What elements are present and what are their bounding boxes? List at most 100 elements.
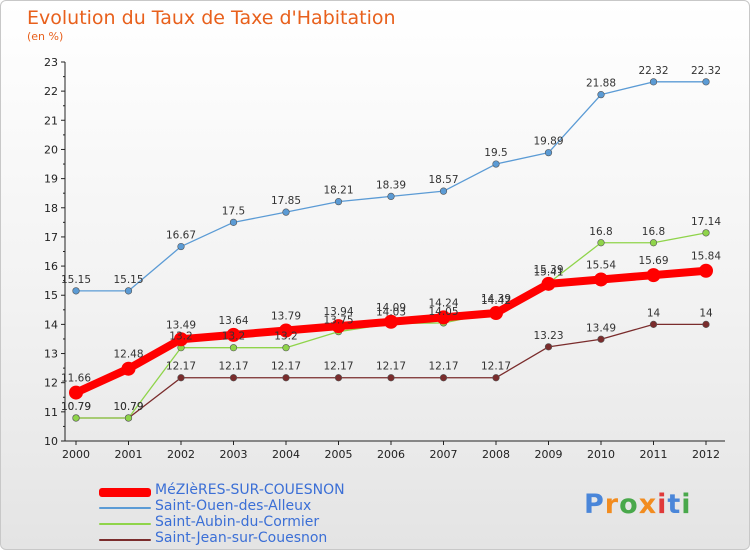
data-label-1: 21.88 xyxy=(586,78,616,90)
data-point-3 xyxy=(439,374,448,382)
data-label-2: 13.75 xyxy=(323,315,353,327)
y-tick-label: 18 xyxy=(44,202,58,215)
data-label-2: 16.8 xyxy=(642,226,665,238)
data-label-3: 10.79 xyxy=(61,401,91,413)
x-tick-label: 2009 xyxy=(535,448,563,461)
data-point-2 xyxy=(282,344,290,352)
y-tick-label: 23 xyxy=(44,56,58,69)
logo-letter: i xyxy=(681,489,692,520)
data-label-1: 18.39 xyxy=(376,179,406,191)
data-point-2 xyxy=(72,414,80,422)
x-tick-label: 2007 xyxy=(430,448,458,461)
y-tick-label: 10 xyxy=(44,435,58,448)
y-tick-label: 19 xyxy=(44,173,58,186)
data-point-1 xyxy=(124,287,133,295)
x-tick-label: 2000 xyxy=(62,448,90,461)
data-label-3: 12.17 xyxy=(323,361,353,373)
data-point-3 xyxy=(177,374,185,382)
data-label-1: 19.89 xyxy=(533,136,563,148)
legend-swatch-saint-aubin xyxy=(99,523,151,525)
legend-swatch-saint-ouen xyxy=(99,507,151,509)
data-label-0: 13.64 xyxy=(218,315,248,327)
logo-letter: r xyxy=(604,489,620,520)
data-point-1 xyxy=(387,192,395,200)
data-label-1: 17.85 xyxy=(271,195,301,207)
data-label-0: 12.48 xyxy=(113,349,143,361)
data-point-0 xyxy=(541,276,556,291)
data-label-3: 12.17 xyxy=(481,361,511,373)
legend-label-mezieres: MéZIèRES-SUR-COUESNON xyxy=(155,482,345,498)
data-label-2: 14.03 xyxy=(376,307,406,319)
y-tick-label: 15 xyxy=(44,289,58,302)
data-point-3 xyxy=(282,374,290,382)
data-label-0: 15.84 xyxy=(691,251,721,263)
axes: 10 11 12 13 14 15 16 17 18 19 20 21 22 23 2000 2001 2002… xyxy=(44,56,725,461)
data-label-3: 14 xyxy=(699,307,713,319)
data-point-0 xyxy=(174,332,188,347)
x-tick-label: 2002 xyxy=(167,448,195,461)
legend-label-saint-aubin: Saint-Aubin-du-Cormier xyxy=(155,514,320,530)
data-point-3 xyxy=(649,320,658,328)
data-label-1: 22.32 xyxy=(638,65,668,77)
chart-title: Evolution du Taux de Taxe d'Habitation xyxy=(27,7,396,29)
data-point-3 xyxy=(544,343,553,351)
data-point-3 xyxy=(387,374,395,382)
data-point-1 xyxy=(282,208,290,216)
data-label-0: 15.54 xyxy=(586,259,616,271)
data-point-3 xyxy=(492,374,500,382)
data-point-1 xyxy=(649,78,658,86)
data-label-2: 13.2 xyxy=(169,331,192,343)
y-tick-label: 21 xyxy=(44,114,58,127)
data-label-3: 12.17 xyxy=(428,361,458,373)
data-label-3: 14 xyxy=(647,307,661,319)
data-label-2: 17.14 xyxy=(691,216,721,228)
data-label-0: 13.49 xyxy=(166,319,196,331)
y-tick-label: 20 xyxy=(44,143,58,156)
series-lines xyxy=(69,78,713,422)
data-point-2 xyxy=(229,344,238,352)
logo-letter: t xyxy=(667,489,682,520)
data-point-2 xyxy=(124,414,133,422)
x-tick-label: 2012 xyxy=(692,448,720,461)
y-tick-label: 22 xyxy=(44,85,58,98)
data-label-0: 14.24 xyxy=(428,297,458,309)
data-label-3: 13.49 xyxy=(586,322,616,334)
data-point-2 xyxy=(702,229,710,237)
legend-label-saint-ouen: Saint-Ouen-des-Alleux xyxy=(155,498,312,514)
data-label-0: 13.79 xyxy=(271,311,301,323)
data-point-0 xyxy=(121,361,136,376)
data-point-1 xyxy=(334,198,343,206)
data-point-1 xyxy=(702,78,710,86)
data-point-3 xyxy=(597,335,605,343)
data-point-1 xyxy=(597,91,605,99)
data-labels: 11.66 12.48 13.49 13.64 13.79 13.94 14.09 14.24… xyxy=(61,65,721,413)
data-label-0: 14.09 xyxy=(376,302,406,314)
data-point-0 xyxy=(699,263,713,278)
data-label-1: 16.67 xyxy=(166,230,196,242)
data-point-0 xyxy=(646,268,661,283)
data-label-0: 14.39 xyxy=(481,293,511,305)
data-label-0: 15.39 xyxy=(533,264,563,276)
y-tick-label: 17 xyxy=(44,231,58,244)
x-tick-label: 2003 xyxy=(220,448,248,461)
x-tick-label: 2001 xyxy=(115,448,143,461)
data-label-2: 13.2 xyxy=(274,331,297,343)
y-tick-label: 16 xyxy=(44,260,58,273)
data-point-1 xyxy=(177,242,185,251)
data-label-3: 12.17 xyxy=(166,361,196,373)
data-label-2: 14.42 xyxy=(481,295,511,307)
logo-letter: P xyxy=(584,489,605,520)
data-point-0 xyxy=(279,323,293,338)
x-tick-label: 2006 xyxy=(377,448,405,461)
data-point-3 xyxy=(229,374,238,382)
y-tick-label: 11 xyxy=(44,406,58,419)
data-label-1: 19.5 xyxy=(484,147,507,159)
data-point-0 xyxy=(436,310,451,325)
data-point-1 xyxy=(492,160,500,168)
proxiti-logo: Proxiti xyxy=(584,489,692,520)
data-point-2 xyxy=(597,239,605,247)
data-label-1: 18.57 xyxy=(428,174,458,186)
data-label-1: 22.32 xyxy=(691,65,721,77)
